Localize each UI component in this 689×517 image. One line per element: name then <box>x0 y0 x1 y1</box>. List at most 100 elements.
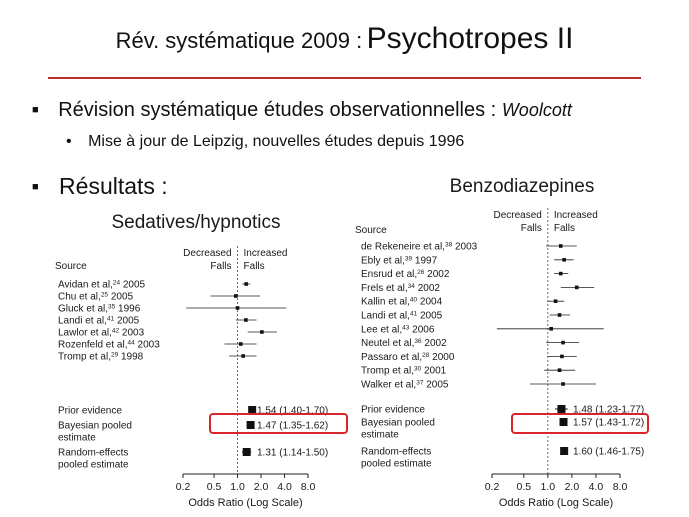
study-label: Lawlor et al,42 2003 <box>58 327 145 339</box>
bullet-1: ■ Révision systématique études observati… <box>32 99 572 122</box>
header-source: Source <box>355 225 387 236</box>
pooled-estimate-text: 1.31 (1.14-1.50) <box>257 448 328 459</box>
study-label: Rozenfeld et al,44 2003 <box>58 339 160 351</box>
header-decreased-falls: Falls <box>210 261 231 272</box>
bullet-dot-icon: • <box>66 133 72 150</box>
study-point <box>558 244 563 248</box>
x-axis-tick-label: 4.0 <box>277 481 292 493</box>
study-label: Lee et al,43 2006 <box>361 324 435 336</box>
pooled-label: Random-effects <box>58 448 128 459</box>
chart-title: Sedatives/hypnotics <box>112 212 281 233</box>
study-label: Avidan et al,24 2005 <box>58 279 146 291</box>
study-label: Walker et al,37 2005 <box>361 379 449 391</box>
pooled-estimate-text: 1.48 (1.23-1.77) <box>573 405 644 416</box>
study-label: Landi et al,41 2005 <box>58 315 140 327</box>
highlight-box <box>209 413 348 434</box>
study-point <box>557 313 562 317</box>
pooled-estimate-text: 1.57 (1.43-1.72) <box>573 418 644 429</box>
bullet-3-text: Résultats : <box>59 173 168 199</box>
bullet-3: ■ Résultats : <box>32 173 168 200</box>
x-axis-tick-label: 8.0 <box>301 481 316 493</box>
pooled-label: pooled estimate <box>361 459 432 470</box>
pooled-label: estimate <box>361 430 399 441</box>
study-label: Frels et al,34 2002 <box>361 282 440 294</box>
chart-title: Benzodiazepines <box>450 176 595 197</box>
study-label: Chu et al,25 2005 <box>58 291 134 303</box>
x-axis-tick-label: 8.0 <box>613 481 628 493</box>
slide-title-prefix: Rév. systématique 2009 : <box>115 28 363 53</box>
x-axis-label: Odds Ratio (Log Scale) <box>188 497 302 509</box>
study-point <box>557 368 562 372</box>
header-decreased-falls: Decreased <box>183 248 231 259</box>
study-label: Kallin et al,40 2004 <box>361 296 443 308</box>
study-point <box>558 271 563 276</box>
header-decreased-falls: Falls <box>521 223 542 234</box>
x-axis-tick-label: 2.0 <box>565 481 580 493</box>
bullet-square-icon: ■ <box>32 181 39 193</box>
highlight-box <box>511 413 649 434</box>
bullet-1-reference: Woolcott <box>501 100 572 120</box>
header-increased-falls: Increased <box>554 210 598 221</box>
study-point <box>233 294 238 298</box>
study-label: Gluck et al,35 1996 <box>58 303 141 315</box>
pooled-label: Prior evidence <box>361 405 425 416</box>
study-label: Landi et al,41 2005 <box>361 310 443 322</box>
pooled-label: estimate <box>58 433 96 444</box>
study-point <box>244 318 248 322</box>
header-decreased-falls: Decreased <box>493 210 541 221</box>
slide-title: Rév. systématique 2009 : Psychotropes II <box>0 22 689 56</box>
title-underline <box>48 77 641 79</box>
pooled-point <box>246 421 255 429</box>
study-label: Ebly et al,39 1997 <box>361 255 438 267</box>
study-point <box>553 299 558 303</box>
pooled-label: pooled estimate <box>58 460 129 471</box>
pooled-estimate-text: 1.54 (1.40-1.70) <box>257 406 328 417</box>
pooled-estimate-text: 1.47 (1.35-1.62) <box>257 421 328 432</box>
study-label: de Rekeneire et al,38 2003 <box>361 241 478 253</box>
study-point <box>235 306 240 310</box>
pooled-label: Bayesian pooled <box>58 421 132 432</box>
study-point <box>241 354 245 358</box>
study-point <box>260 330 264 334</box>
header-increased-falls: Falls <box>244 261 265 272</box>
chart-benzodiazepines: Benzodiazepines Decreased Falls Increased Fa… <box>355 176 649 509</box>
pooled-point <box>560 447 569 455</box>
pooled-point <box>557 405 566 413</box>
x-axis-tick-label: 2.0 <box>254 481 269 493</box>
x-axis-label: Odds Ratio (Log Scale) <box>499 497 613 509</box>
pooled-point <box>242 448 251 456</box>
study-label: Neutel et al,36 2002 <box>361 338 447 350</box>
x-axis-tick-label: 0.2 <box>485 481 500 493</box>
study-point <box>549 327 553 331</box>
study-point <box>561 382 565 386</box>
study-label: Ensrud et al,26 2002 <box>361 269 450 281</box>
study-point <box>560 354 564 359</box>
study-label: Tromp et al,29 1998 <box>58 351 144 363</box>
study-point <box>562 258 566 262</box>
bullet-2: • Mise à jour de Leipzig, nouvelles étud… <box>66 133 464 151</box>
study-point <box>238 342 243 346</box>
pooled-point <box>559 418 568 426</box>
study-label: Passaro et al,28 2000 <box>361 351 455 363</box>
x-axis-tick-label: 0.5 <box>516 481 531 493</box>
bullet-1-text: Révision systématique études observation… <box>58 99 497 121</box>
study-label: Tromp et al,30 2001 <box>361 365 447 377</box>
chart-sedatives: Sedatives/hypnotics Decreased Falls Increas… <box>55 212 348 509</box>
slide-title-main: Psychotropes II <box>366 22 574 55</box>
study-point <box>574 285 579 290</box>
study-point <box>244 282 248 286</box>
x-axis-tick-label: 4.0 <box>589 481 604 493</box>
x-axis-tick-label: 1.0 <box>230 481 245 493</box>
pooled-label: Prior evidence <box>58 406 122 417</box>
x-axis-tick-label: 0.2 <box>176 481 191 493</box>
bullet-2-text: Mise à jour de Leipzig, nouvelles études… <box>88 133 465 150</box>
header-increased-falls: Falls <box>554 223 575 234</box>
x-axis-tick-label: 0.5 <box>207 481 222 493</box>
pooled-label: Random-effects <box>361 447 431 458</box>
pooled-estimate-text: 1.60 (1.46-1.75) <box>573 447 644 458</box>
bullet-square-icon: ■ <box>32 104 39 116</box>
pooled-label: Bayesian pooled <box>361 418 435 429</box>
header-source: Source <box>55 261 87 272</box>
header-increased-falls: Increased <box>244 248 288 259</box>
